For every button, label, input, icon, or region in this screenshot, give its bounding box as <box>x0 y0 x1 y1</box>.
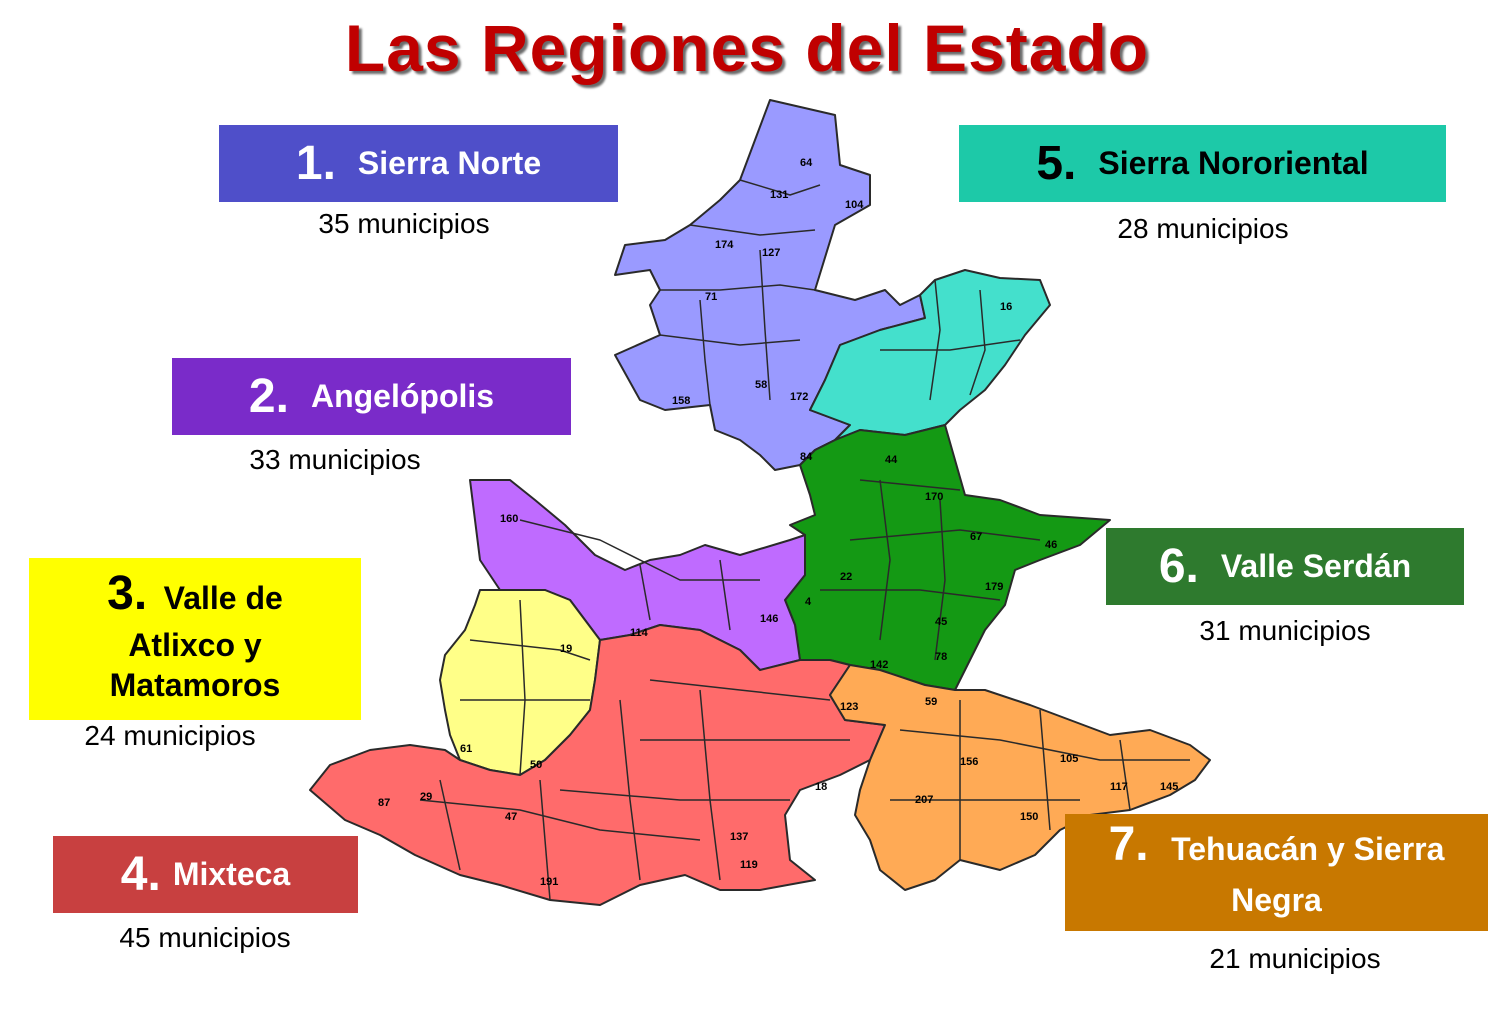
municipality-label: 119 <box>740 859 758 871</box>
municipality-label: 117 <box>1110 781 1128 793</box>
municipality-label: 114 <box>630 627 649 639</box>
region-count-valle-serdan: 31 municipios <box>1199 615 1371 646</box>
municipality-label: 58 <box>755 379 767 391</box>
region-name-line1: Tehuacán y Sierra <box>1171 831 1445 867</box>
municipality-label: 150 <box>1020 811 1038 823</box>
region-name-line3: Matamoros <box>109 666 281 703</box>
region-count-sierra-norte: 35 municipios <box>318 208 490 239</box>
municipality-label: 78 <box>935 651 947 663</box>
municipality-label: 87 <box>378 797 390 809</box>
region-number: 5. <box>1036 137 1077 190</box>
municipality-label: 156 <box>960 756 978 768</box>
region-number: 6. <box>1158 540 1199 593</box>
region-box-valle-serdan: 6. Valle Serdán <box>1106 528 1464 605</box>
municipality-label: 29 <box>420 791 432 803</box>
region-valle-serdan-area <box>784 424 1111 691</box>
region-number: 2. <box>248 370 289 423</box>
region-box-atlixco-matamoros: 3. Valle de Atlixco y Matamoros <box>29 558 361 720</box>
region-count-tehuacan: 21 municipios <box>1209 943 1381 974</box>
municipality-label: 158 <box>672 395 690 407</box>
region-count-mixteca: 45 municipios <box>119 922 291 953</box>
municipality-label: 45 <box>935 616 947 628</box>
region-box-sierra-norte: 1. Sierra Norte <box>219 125 618 202</box>
municipality-label: 84 <box>800 451 813 463</box>
municipality-label: 170 <box>925 491 943 503</box>
municipality-label: 146 <box>760 613 778 625</box>
municipality-label: 67 <box>970 531 982 543</box>
region-box-angelopolis: 2. Angelópolis <box>172 358 571 435</box>
municipality-label: 47 <box>505 811 517 823</box>
municipality-label: 59 <box>925 696 937 708</box>
municipality-label: 4 <box>805 596 812 608</box>
municipality-label: 179 <box>985 581 1003 593</box>
municipality-label: 44 <box>885 454 898 466</box>
municipality-label: 64 <box>800 157 813 169</box>
municipality-label: 61 <box>460 743 472 755</box>
region-box-tehuacan: 7. Tehuacán y Sierra Negra <box>1065 814 1488 931</box>
municipality-label: 71 <box>705 291 717 303</box>
region-box-mixteca: 4. Mixteca <box>53 836 358 913</box>
municipality-label: 191 <box>540 876 558 888</box>
region-name: Angelópolis <box>310 378 495 414</box>
municipality-label: 19 <box>560 643 572 655</box>
region-number: 4. <box>120 848 161 901</box>
region-name: Mixteca <box>172 856 291 892</box>
municipality-label: 174 <box>715 239 734 251</box>
region-name: Valle Serdán <box>1220 548 1412 584</box>
region-number: 1. <box>295 137 336 190</box>
region-count-atlixco-matamoros: 24 municipios <box>84 720 256 751</box>
municipality-label: 22 <box>840 571 852 583</box>
municipality-label: 18 <box>815 781 827 793</box>
municipality-label: 123 <box>840 701 858 713</box>
municipality-label: 105 <box>1060 753 1078 765</box>
region-number: 7. <box>1108 818 1149 871</box>
municipality-label: 127 <box>762 247 780 259</box>
region-box-sierra-nororiental: 5. Sierra Nororiental <box>959 125 1446 202</box>
region-name-line2: Negra <box>1231 882 1322 918</box>
municipality-label: 104 <box>845 199 864 211</box>
region-mixteca-area <box>309 624 886 906</box>
region-name-line2: Atlixco y <box>128 626 262 663</box>
municipality-label: 46 <box>1045 539 1057 551</box>
municipality-label: 172 <box>790 391 808 403</box>
region-count-sierra-nororiental: 28 municipios <box>1117 213 1289 244</box>
municipality-label: 131 <box>770 189 788 201</box>
municipality-label: 160 <box>500 513 518 525</box>
municipality-label: 50 <box>530 759 542 771</box>
region-count-angelopolis: 33 municipios <box>249 444 421 475</box>
region-sierra-norte-area <box>614 99 926 471</box>
region-number: 3. <box>107 566 148 620</box>
municipality-label: 207 <box>915 794 933 806</box>
municipality-label: 142 <box>870 659 888 671</box>
region-name: Sierra Norte <box>357 145 542 181</box>
region-name: Sierra Nororiental <box>1098 145 1369 181</box>
region-sierra-nororiental-area <box>809 269 1051 441</box>
municipality-label: 137 <box>730 831 748 843</box>
region-name-line1: Valle de <box>163 579 283 616</box>
municipality-label: 145 <box>1160 781 1178 793</box>
municipality-label: 16 <box>1000 301 1012 313</box>
page-title: Las Regiones del Estado <box>344 11 1150 85</box>
